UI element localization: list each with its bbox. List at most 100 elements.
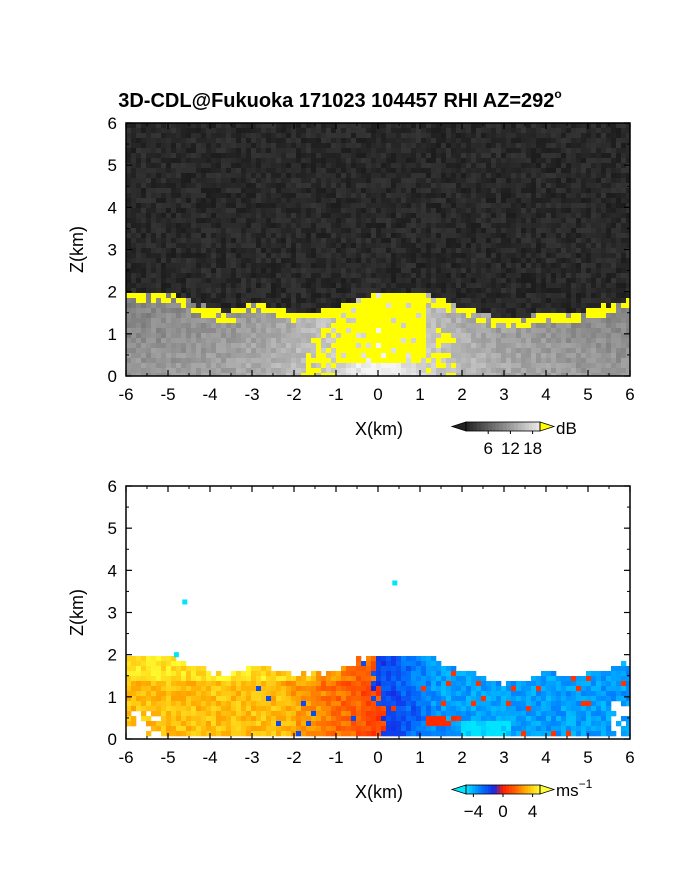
reflectivity-cell xyxy=(441,233,447,239)
reflectivity-cell xyxy=(351,373,357,377)
reflectivity-cell xyxy=(181,188,187,194)
reflectivity-cell xyxy=(226,283,232,289)
reflectivity-cell xyxy=(361,128,367,134)
reflectivity-cell xyxy=(311,293,317,299)
reflectivity-cell xyxy=(336,218,342,224)
reflectivity-cell xyxy=(191,288,197,294)
reflectivity-cell xyxy=(251,133,257,139)
reflectivity-cell xyxy=(191,158,197,164)
reflectivity-cell xyxy=(201,263,207,269)
reflectivity-cell xyxy=(181,313,187,319)
reflectivity-cell xyxy=(336,253,342,259)
reflectivity-cell xyxy=(241,228,247,234)
reflectivity-cell xyxy=(396,273,402,279)
reflectivity-cell xyxy=(136,358,142,364)
reflectivity-cell xyxy=(396,313,402,319)
reflectivity-cell xyxy=(316,293,322,299)
reflectivity-cell xyxy=(241,183,247,189)
reflectivity-cell xyxy=(531,358,537,364)
reflectivity-cell xyxy=(336,293,342,299)
reflectivity-cell xyxy=(451,253,457,259)
reflectivity-cell xyxy=(426,168,432,174)
reflectivity-cell xyxy=(251,183,257,189)
reflectivity-cell xyxy=(381,368,387,374)
reflectivity-cell xyxy=(591,248,597,254)
reflectivity-cell xyxy=(191,243,197,249)
reflectivity-cell xyxy=(476,308,482,314)
reflectivity-cell xyxy=(486,213,492,219)
reflectivity-cell xyxy=(601,278,607,284)
reflectivity-cell xyxy=(571,283,577,289)
reflectivity-cell xyxy=(511,313,517,319)
reflectivity-cell xyxy=(471,353,477,359)
reflectivity-cell xyxy=(606,153,612,159)
reflectivity-cell xyxy=(461,203,467,209)
reflectivity-cell xyxy=(431,318,437,324)
reflectivity-cell xyxy=(536,158,542,164)
reflectivity-cell xyxy=(236,323,242,329)
reflectivity-cell xyxy=(296,153,302,159)
reflectivity-cell xyxy=(441,338,447,344)
reflectivity-cell xyxy=(436,123,442,129)
reflectivity-cell xyxy=(376,223,382,229)
reflectivity-cell xyxy=(281,338,287,344)
reflectivity-cell xyxy=(441,198,447,204)
reflectivity-cell xyxy=(246,203,252,209)
reflectivity-cell xyxy=(516,318,522,324)
reflectivity-cell xyxy=(601,233,607,239)
reflectivity-cell xyxy=(441,368,447,374)
reflectivity-cell xyxy=(416,168,422,174)
reflectivity-cell xyxy=(206,168,212,174)
reflectivity-cell xyxy=(346,193,352,199)
reflectivity-cell xyxy=(151,318,157,324)
reflectivity-cell xyxy=(566,153,572,159)
reflectivity-cell xyxy=(141,263,147,269)
reflectivity-cell xyxy=(326,163,332,169)
reflectivity-cell xyxy=(456,288,462,294)
reflectivity-cell xyxy=(271,323,277,329)
reflectivity-cell xyxy=(321,223,327,229)
reflectivity-cell xyxy=(141,308,147,314)
reflectivity-cell xyxy=(516,258,522,264)
reflectivity-cell xyxy=(516,348,522,354)
reflectivity-cell xyxy=(391,123,397,129)
reflectivity-cell xyxy=(191,268,197,274)
reflectivity-cell xyxy=(431,373,437,377)
reflectivity-cell xyxy=(301,348,307,354)
reflectivity-cell xyxy=(181,353,187,359)
reflectivity-cell xyxy=(546,208,552,214)
reflectivity-cell xyxy=(361,323,367,329)
reflectivity-cell xyxy=(241,308,247,314)
reflectivity-cell xyxy=(401,288,407,294)
reflectivity-cell xyxy=(506,163,512,169)
reflectivity-cell xyxy=(456,138,462,144)
reflectivity-cell xyxy=(521,323,527,329)
reflectivity-cell xyxy=(436,293,442,299)
reflectivity-cell xyxy=(311,248,317,254)
reflectivity-cell xyxy=(491,258,497,264)
reflectivity-cell xyxy=(481,173,487,179)
reflectivity-cell xyxy=(466,338,472,344)
reflectivity-cell xyxy=(591,263,597,269)
reflectivity-cell xyxy=(451,338,457,344)
reflectivity-cell xyxy=(471,153,477,159)
reflectivity-cell xyxy=(436,353,442,359)
reflectivity-cell xyxy=(456,358,462,364)
reflectivity-cell xyxy=(481,308,487,314)
reflectivity-cell xyxy=(531,263,537,269)
reflectivity-cell xyxy=(551,303,557,309)
reflectivity-cell xyxy=(226,138,232,144)
reflectivity-cell xyxy=(581,208,587,214)
reflectivity-cell xyxy=(266,133,272,139)
reflectivity-cell xyxy=(196,198,202,204)
reflectivity-cell xyxy=(286,258,292,264)
reflectivity-cell xyxy=(381,323,387,329)
reflectivity-cell xyxy=(496,158,502,164)
reflectivity-cell xyxy=(126,158,132,164)
reflectivity-cell xyxy=(126,373,132,377)
reflectivity-cell xyxy=(326,188,332,194)
reflectivity-cell xyxy=(246,348,252,354)
reflectivity-cell xyxy=(246,213,252,219)
reflectivity-cell xyxy=(231,183,237,189)
reflectivity-cell xyxy=(296,343,302,349)
